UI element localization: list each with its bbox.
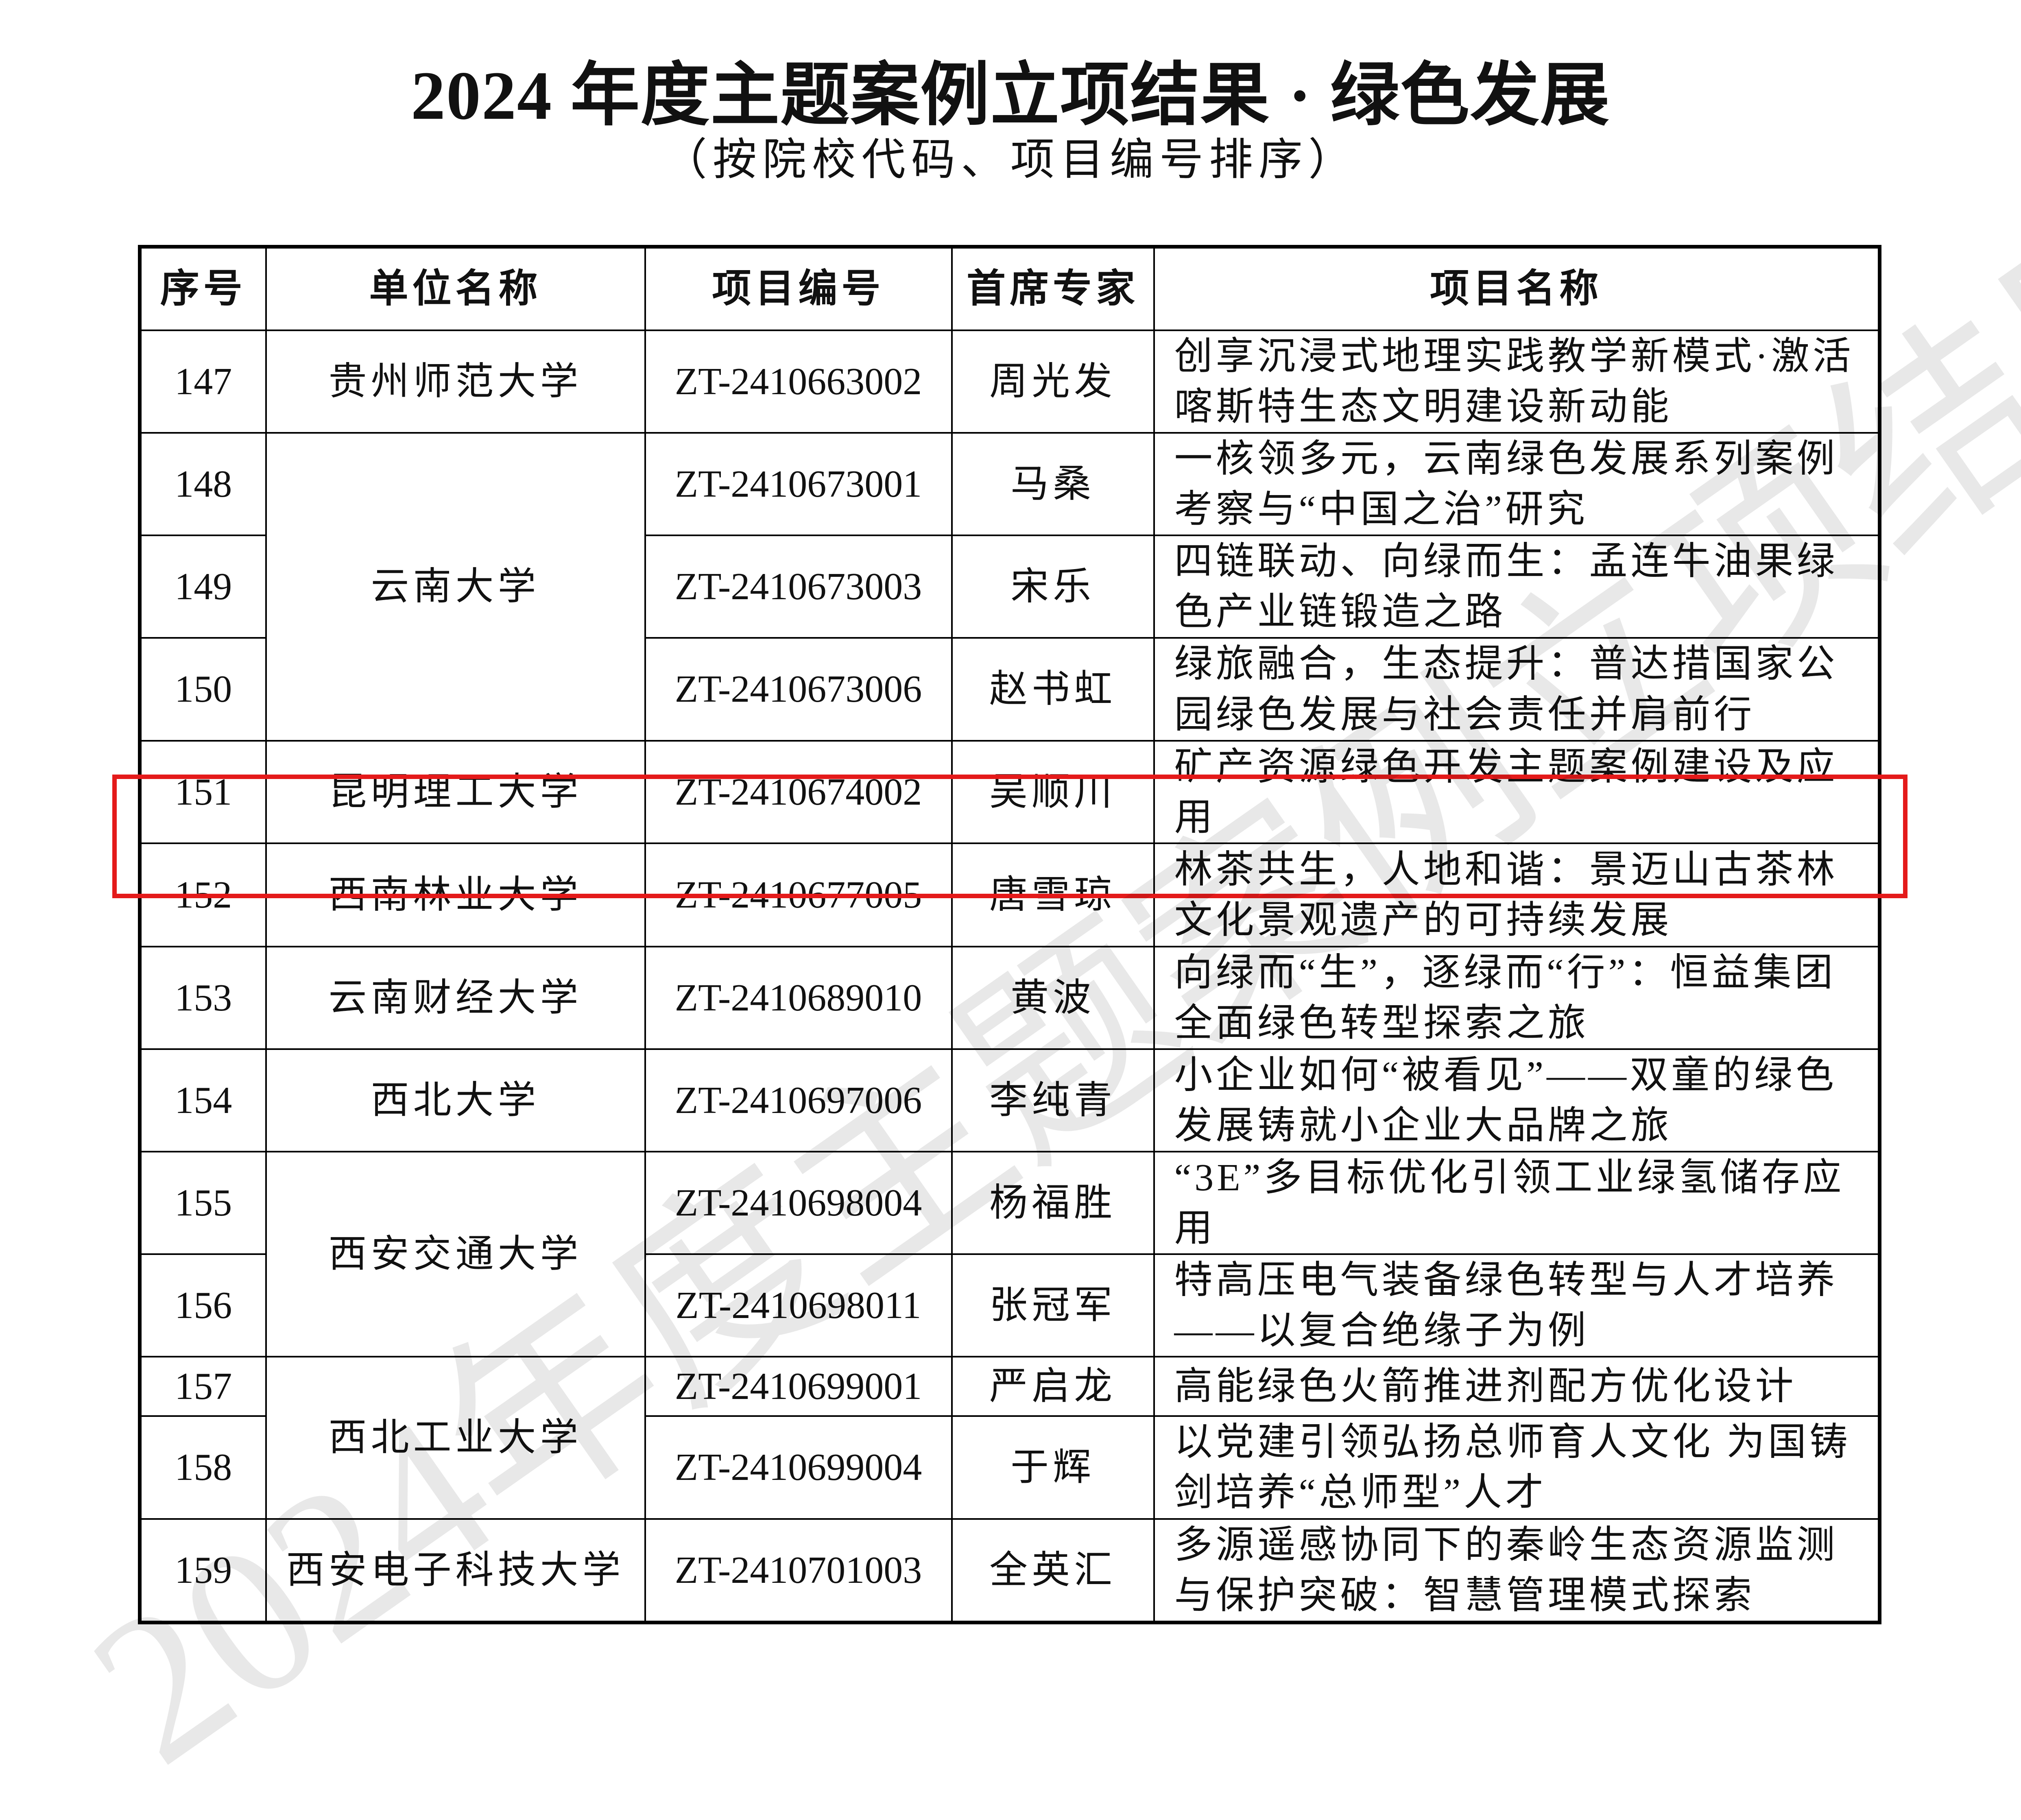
- chief-expert: 于辉: [951, 1415, 1155, 1520]
- chief-expert: 杨福胜: [951, 1151, 1155, 1255]
- project-name: 向绿而“生”，逐绿而“行”：恒益集团全面绿色转型探索之旅: [1153, 945, 1881, 1050]
- table-row: 147 贵州师范大学 ZT-2410663002 周光发 创享沉浸式地理实践教学新模式·…: [139, 329, 1881, 434]
- chief-expert: 马桑: [951, 432, 1155, 537]
- unit-name: 西北工业大学: [265, 1356, 646, 1520]
- table-row: 154 西北大学 ZT-2410697006 李纯青 小企业如何“被看见”——双童的绿色…: [139, 1048, 1881, 1153]
- header-code: 项目编号: [644, 246, 953, 331]
- chief-expert: 宋乐: [951, 535, 1155, 639]
- row-number: 147: [139, 329, 267, 434]
- header-unit: 单位名称: [265, 246, 646, 331]
- project-code: ZT-2410663002: [644, 329, 953, 434]
- chief-expert: 严启龙: [951, 1356, 1155, 1417]
- project-code: ZT-2410673003: [644, 535, 953, 639]
- project-code: ZT-2410673001: [644, 432, 953, 537]
- header-no: 序号: [139, 246, 267, 331]
- unit-name: 云南财经大学: [265, 945, 646, 1050]
- highlight-box: [112, 775, 1908, 898]
- project-name: 小企业如何“被看见”——双童的绿色发展铸就小企业大品牌之旅: [1153, 1048, 1881, 1153]
- project-name: 特高压电气装备绿色转型与人才培养——以复合绝缘子为例: [1153, 1253, 1881, 1358]
- table-row: 159 西安电子科技大学 ZT-2410701003 全英汇 多源遥感协同下的秦岭生态资…: [139, 1518, 1881, 1624]
- unit-name: 西北大学: [265, 1048, 646, 1153]
- row-number: 156: [139, 1253, 267, 1358]
- unit-name: 云南大学: [265, 432, 646, 742]
- chief-expert: 张冠军: [951, 1253, 1155, 1358]
- unit-name: 西安交通大学: [265, 1151, 646, 1358]
- chief-expert: 黄波: [951, 945, 1155, 1050]
- header-name: 项目名称: [1153, 246, 1881, 331]
- unit-name: 西安电子科技大学: [265, 1518, 646, 1624]
- table-row: 149 ZT-2410673003 宋乐 四链联动、向绿而生：孟连牛油果绿色产业链锻造…: [139, 535, 1881, 639]
- unit-name: 昆明理工大学: [265, 740, 646, 844]
- row-number: 157: [139, 1356, 267, 1417]
- row-number: 155: [139, 1151, 267, 1255]
- row-number: 158: [139, 1415, 267, 1520]
- table-row: 148 云南大学 ZT-2410673001 马桑 一核领多元，云南绿色发展系列案例考察…: [139, 432, 1881, 742]
- table-row: 155 西安交通大学 ZT-2410698004 杨福胜 “3E”多目标优化引领工业绿氢…: [139, 1151, 1881, 1358]
- project-code: ZT-2410698004: [644, 1151, 953, 1255]
- table-row: 153 云南财经大学 ZT-2410689010 黄波 向绿而“生”，逐绿而“行”：恒益…: [139, 945, 1881, 1050]
- table-row: 157 西北工业大学 ZT-2410699001 严启龙 高能绿色火箭推进剂配方优化设计: [139, 1356, 1881, 1520]
- row-number: 151: [139, 740, 267, 844]
- row-number: 149: [139, 535, 267, 639]
- project-name: 矿产资源绿色开发主题案例建设及应用: [1153, 740, 1881, 844]
- project-name: “3E”多目标优化引领工业绿氢储存应用: [1153, 1151, 1881, 1255]
- page-subtitle: （按院校代码、项目编号排序）: [663, 136, 1358, 184]
- unit-name: 贵州师范大学: [265, 329, 646, 434]
- project-code: ZT-2410673006: [644, 637, 953, 742]
- chief-expert: 赵书虹: [951, 637, 1155, 742]
- table-row: 158 ZT-2410699004 于辉 以党建引领弘扬总师育人文化 为国铸剑培养“总…: [139, 1415, 1881, 1520]
- project-code: ZT-2410698011: [644, 1253, 953, 1358]
- project-name: 高能绿色火箭推进剂配方优化设计: [1153, 1356, 1881, 1417]
- project-name: 多源遥感协同下的秦岭生态资源监测与保护突破：智慧管理模式探索: [1153, 1518, 1881, 1624]
- table-row: 150 ZT-2410673006 赵书虹 绿旅融合，生态提升：普达措国家公园绿色发展…: [139, 637, 1881, 742]
- table-row: 156 ZT-2410698011 张冠军 特高压电气装备绿色转型与人才培养——以复合…: [139, 1253, 1881, 1358]
- project-name: 以党建引领弘扬总师育人文化 为国铸剑培养“总师型”人才: [1153, 1415, 1881, 1520]
- project-name: 四链联动、向绿而生：孟连牛油果绿色产业链锻造之路: [1153, 535, 1881, 639]
- project-name: 绿旅融合，生态提升：普达措国家公园绿色发展与社会责任并肩前行: [1153, 637, 1881, 742]
- row-number: 150: [139, 637, 267, 742]
- project-code: ZT-2410697006: [644, 1048, 953, 1153]
- header-lead: 首席专家: [951, 246, 1155, 331]
- page-title: 2024 年度主题案例立项结果 · 绿色发展: [410, 57, 1611, 134]
- chief-expert: 全英汇: [951, 1518, 1155, 1624]
- results-table: 序号 单位名称 项目编号 首席专家 项目名称 147 贵州师范大学 ZT-24106…: [138, 245, 1881, 1624]
- project-name: 创享沉浸式地理实践教学新模式·激活喀斯特生态文明建设新动能: [1153, 329, 1881, 434]
- row-number: 153: [139, 945, 267, 1050]
- table-header-row: 序号 单位名称 项目编号 首席专家 项目名称: [139, 246, 1881, 331]
- project-code: ZT-2410699001: [644, 1356, 953, 1417]
- project-name: 一核领多元，云南绿色发展系列案例考察与“中国之治”研究: [1153, 432, 1881, 537]
- row-number: 148: [139, 432, 267, 537]
- chief-expert: 周光发: [951, 329, 1155, 434]
- project-code: ZT-2410699004: [644, 1415, 953, 1520]
- row-number: 154: [139, 1048, 267, 1153]
- project-code: ZT-2410689010: [644, 945, 953, 1050]
- table-row: 151 昆明理工大学 ZT-2410674002 吴顺川 矿产资源绿色开发主题案例建设及…: [139, 740, 1881, 844]
- project-code: ZT-2410701003: [644, 1518, 953, 1624]
- chief-expert: 李纯青: [951, 1048, 1155, 1153]
- row-number: 159: [139, 1518, 267, 1624]
